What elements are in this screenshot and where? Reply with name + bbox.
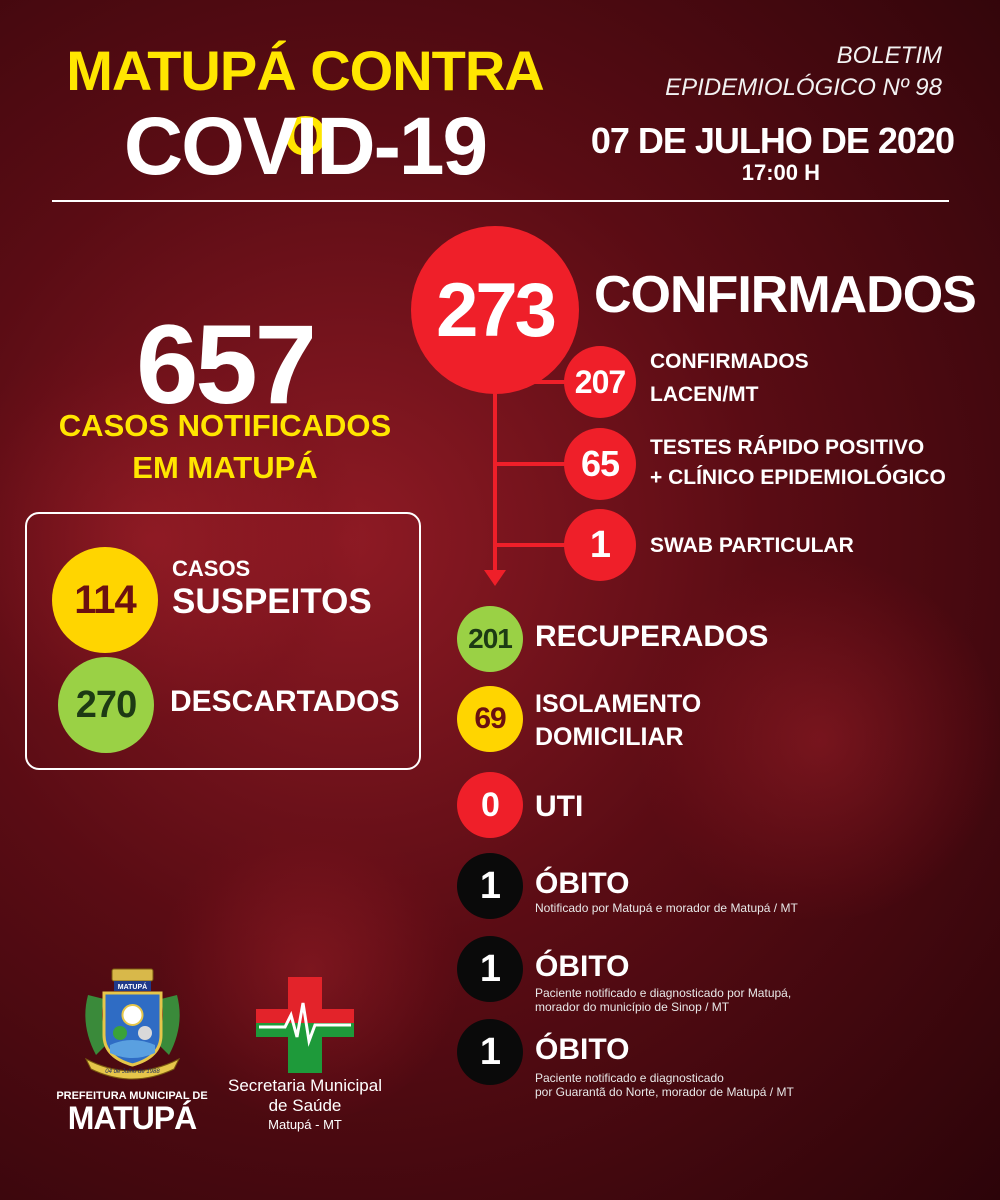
death-3-note-line1: Paciente notificado e diagnosticado bbox=[535, 1071, 724, 1085]
bulletin-label: BOLETIM bbox=[836, 42, 942, 69]
virus-background-graphic bbox=[160, 820, 460, 1120]
death-1-label: ÓBITO bbox=[535, 867, 630, 900]
connector-line-vertical bbox=[493, 372, 497, 578]
health-cross-logo bbox=[256, 977, 354, 1073]
secretaria-line1: Secretaria Municipal bbox=[227, 1076, 382, 1095]
death-2-note-line1: Paciente notificado e diagnosticado por … bbox=[535, 986, 792, 1000]
rapid-test-count: 65 bbox=[564, 428, 636, 500]
death-3-count: 1 bbox=[457, 1019, 523, 1085]
recovered-count: 201 bbox=[457, 606, 523, 672]
rapid-test-label-line1: TESTES RÁPIDO POSITIVO bbox=[650, 436, 925, 459]
bulletin-number: EPIDEMIOLÓGICO Nº 98 bbox=[665, 74, 942, 101]
confirmed-lacen-label-line1: CONFIRMADOS bbox=[650, 350, 809, 373]
death-3-label: ÓBITO bbox=[535, 1033, 630, 1066]
suspects-label-small: CASOS bbox=[172, 556, 251, 581]
confirmed-label: CONFIRMADOS bbox=[594, 266, 977, 324]
title-line-2: COVID-19 bbox=[123, 101, 488, 192]
isolation-label-line1: ISOLAMENTO bbox=[535, 690, 702, 718]
secretaria-line3: Matupá - MT bbox=[268, 1117, 342, 1132]
header-divider bbox=[52, 200, 949, 202]
discarded-label: DESCARTADOS bbox=[170, 685, 400, 718]
suspects-label: SUSPEITOS bbox=[172, 582, 372, 621]
crest-ribbon-text: 04 de Julho de 1988 bbox=[105, 1069, 160, 1075]
prefeitura-label: PREFEITURA MUNICIPAL DE bbox=[56, 1090, 208, 1102]
title-line-1: MATUPÁ CONTRA O bbox=[66, 39, 544, 167]
connector-line-65 bbox=[493, 462, 573, 466]
discarded-count: 270 bbox=[58, 657, 154, 753]
death-1-note: Notificado por Matupá e morador de Matup… bbox=[535, 901, 798, 915]
rapid-test-label-line2: + CLÍNICO EPIDEMIOLÓGICO bbox=[650, 466, 946, 489]
swab-count: 1 bbox=[564, 509, 636, 581]
confirmed-lacen-label-line2: LACEN/MT bbox=[650, 383, 759, 406]
connector-line-1 bbox=[493, 543, 573, 547]
isolation-count: 69 bbox=[457, 686, 523, 752]
death-2-note-line2: morador do município de Sinop / MT bbox=[535, 1000, 730, 1014]
death-1-count: 1 bbox=[457, 853, 523, 919]
death-2-count: 1 bbox=[457, 936, 523, 1002]
secretaria-line2: de Saúde bbox=[268, 1096, 342, 1115]
suspects-discarded-panel bbox=[25, 512, 421, 770]
icu-label: UTI bbox=[535, 790, 584, 823]
death-2-label: ÓBITO bbox=[535, 950, 630, 983]
prefeitura-name: MATUPÁ bbox=[67, 1100, 198, 1136]
recovered-label: RECUPERADOS bbox=[535, 620, 769, 653]
notified-label-line2: EM MATUPÁ bbox=[132, 450, 318, 485]
crest-banner-text: MATUPÁ bbox=[118, 982, 147, 991]
notified-total: 657 bbox=[136, 302, 317, 427]
confirmed-total: 273 bbox=[411, 226, 579, 394]
municipal-crest-logo: MATUPÁ 04 de Julho de 1988 bbox=[84, 968, 181, 1080]
arrow-down-icon bbox=[484, 570, 506, 586]
virus-background-graphic bbox=[640, 560, 1000, 920]
virus-background-graphic bbox=[0, 330, 360, 750]
confirmed-lacen-count: 207 bbox=[564, 346, 636, 418]
death-3-note-line2: por Guarantã do Norte, morador de Matupá… bbox=[535, 1085, 794, 1099]
swab-label: SWAB PARTICULAR bbox=[650, 534, 854, 557]
icu-count: 0 bbox=[457, 772, 523, 838]
isolation-label-line2: DOMICILIAR bbox=[535, 723, 684, 751]
bulletin-time: 17:00 H bbox=[741, 160, 820, 185]
notified-label-line1: CASOS NOTIFICADOS bbox=[58, 408, 392, 443]
suspects-count: 114 bbox=[52, 547, 158, 653]
bulletin-date: 07 DE JULHO DE 2020 bbox=[590, 120, 955, 161]
